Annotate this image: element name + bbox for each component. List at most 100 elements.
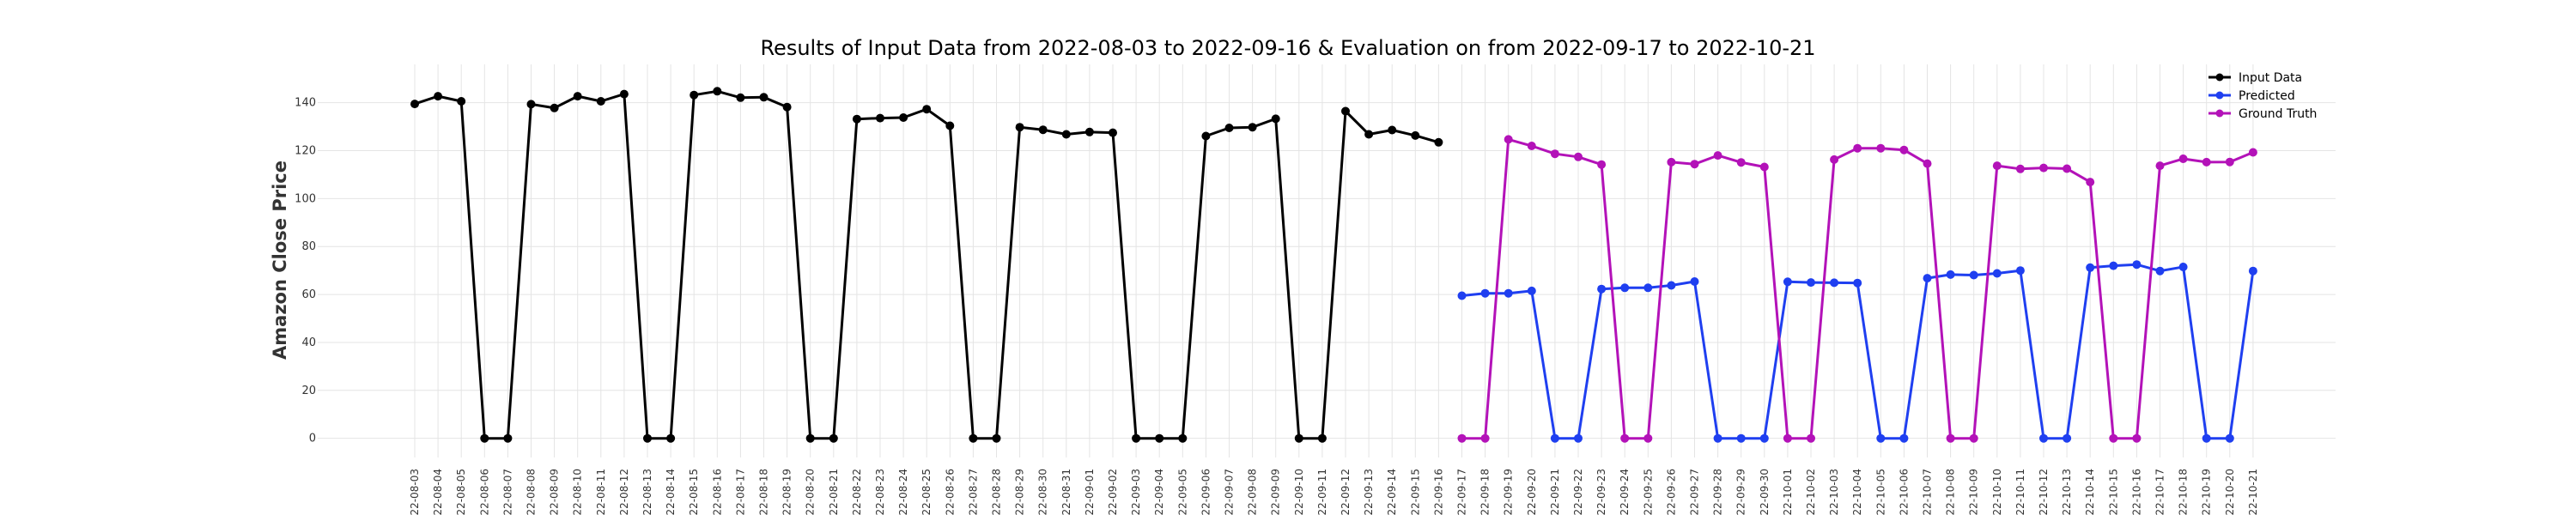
data-point-ground-truth — [1527, 142, 1536, 150]
data-point-input-data — [736, 93, 745, 102]
x-tick-label: 2022-10-19 — [2201, 469, 2213, 515]
data-point-ground-truth — [2202, 157, 2211, 167]
data-point-input-data — [1015, 123, 1024, 132]
legend: Input Data Predicted Ground Truth — [2208, 71, 2317, 121]
x-tick-label: 2022-08-15 — [688, 469, 700, 515]
data-point-input-data — [1271, 114, 1280, 124]
data-point-ground-truth — [1690, 160, 1699, 169]
x-tick-label: 2022-09-12 — [1340, 469, 1352, 515]
data-point-input-data — [1248, 123, 1257, 132]
y-axis-ticks: 0 20 40 60 80 100 120 140 — [295, 97, 316, 445]
data-point-input-data — [1132, 433, 1141, 443]
data-point-predicted — [1830, 278, 1839, 288]
data-point-predicted — [1597, 284, 1607, 294]
data-point-predicted — [1713, 433, 1722, 443]
x-tick-label: 2022-08-07 — [501, 469, 513, 515]
y-tick-label: 0 — [309, 433, 316, 445]
data-point-ground-truth — [1480, 433, 1490, 443]
data-point-input-data — [643, 433, 652, 443]
data-point-input-data — [434, 92, 443, 101]
x-tick-label: 2022-10-20 — [2224, 469, 2236, 515]
x-tick-label: 2022-08-19 — [781, 469, 793, 515]
x-tick-label: 2022-10-06 — [1898, 469, 1910, 515]
data-point-ground-truth — [2015, 164, 2025, 173]
data-point-input-data — [573, 92, 582, 101]
data-point-input-data — [945, 121, 955, 130]
x-tick-label: 2022-10-01 — [1782, 469, 1794, 515]
data-point-predicted — [1480, 288, 1490, 298]
data-point-ground-truth — [1946, 433, 1955, 443]
x-tick-label: 2022-09-01 — [1084, 469, 1096, 515]
data-point-ground-truth — [1853, 143, 1862, 153]
x-tick-label: 2022-10-05 — [1874, 469, 1886, 515]
x-tick-label: 2022-09-19 — [1503, 469, 1515, 515]
x-tick-label: 2022-10-03 — [1828, 469, 1840, 515]
data-point-predicted — [1667, 281, 1676, 290]
x-tick-label: 2022-08-14 — [665, 469, 677, 515]
data-point-predicted — [1643, 283, 1653, 293]
data-point-input-data — [596, 97, 605, 106]
x-tick-label: 2022-09-18 — [1479, 469, 1492, 515]
x-tick-label: 2022-10-02 — [1805, 469, 1817, 515]
data-point-predicted — [2063, 433, 2072, 443]
data-point-ground-truth — [1759, 162, 1769, 172]
x-tick-label: 2022-08-26 — [944, 469, 956, 515]
data-point-input-data — [1388, 125, 1397, 135]
data-point-predicted — [1759, 433, 1769, 443]
data-point-ground-truth — [1807, 433, 1815, 443]
x-tick-label: 2022-09-09 — [1270, 469, 1282, 515]
x-tick-label: 2022-09-17 — [1456, 469, 1468, 515]
data-point-input-data — [713, 87, 722, 96]
x-tick-label: 2022-10-16 — [2130, 469, 2142, 515]
data-point-predicted — [1783, 277, 1792, 287]
x-tick-label: 2022-09-07 — [1224, 469, 1236, 515]
x-tick-label: 2022-09-21 — [1549, 469, 1561, 515]
x-tick-label: 2022-10-17 — [2154, 469, 2166, 515]
x-tick-label: 2022-09-16 — [1432, 469, 1444, 515]
data-point-predicted — [1923, 274, 1932, 283]
data-point-predicted — [1946, 270, 1955, 279]
x-tick-label: 2022-10-15 — [2107, 469, 2119, 515]
y-axis-label: Amazon Close Price — [270, 161, 290, 360]
data-point-input-data — [410, 100, 419, 109]
data-point-input-data — [969, 433, 978, 443]
data-point-input-data — [1364, 130, 1374, 139]
data-point-predicted — [1550, 433, 1559, 443]
data-point-ground-truth — [1736, 158, 1746, 167]
x-tick-label: 2022-09-27 — [1689, 469, 1701, 515]
data-point-ground-truth — [1992, 161, 2002, 171]
data-point-input-data — [1084, 127, 1094, 136]
x-tick-label: 2022-10-11 — [2014, 469, 2026, 515]
x-tick-label: 2022-08-16 — [711, 469, 723, 515]
data-point-input-data — [480, 433, 489, 443]
x-tick-label: 2022-08-09 — [549, 469, 561, 515]
x-tick-label: 2022-08-11 — [595, 469, 607, 515]
x-tick-label: 2022-09-05 — [1176, 469, 1188, 515]
x-tick-label: 2022-08-25 — [920, 469, 933, 515]
data-point-ground-truth — [2132, 433, 2142, 443]
data-point-input-data — [1178, 433, 1188, 443]
data-point-predicted — [2109, 261, 2118, 270]
data-point-ground-truth — [1457, 433, 1467, 443]
legend-label-ground-truth: Ground Truth — [2239, 107, 2317, 121]
x-tick-label: 2022-10-09 — [1968, 469, 1980, 515]
x-tick-label: 2022-09-25 — [1642, 469, 1654, 515]
data-point-ground-truth — [1969, 433, 1978, 443]
grid — [318, 64, 2336, 457]
data-point-ground-truth — [1620, 433, 1630, 443]
x-tick-label: 2022-09-28 — [1712, 469, 1724, 515]
x-tick-label: 2022-09-13 — [1363, 469, 1375, 515]
x-tick-label: 2022-08-28 — [991, 469, 1003, 515]
data-point-predicted — [1574, 433, 1583, 443]
data-point-input-data — [457, 97, 466, 106]
data-point-ground-truth — [1667, 157, 1676, 167]
x-tick-label: 2022-09-20 — [1526, 469, 1538, 515]
data-point-ground-truth — [2109, 433, 2118, 443]
data-point-predicted — [2202, 433, 2211, 443]
data-point-predicted — [1736, 433, 1746, 443]
data-point-input-data — [1038, 125, 1048, 135]
x-tick-label: 2022-09-03 — [1130, 469, 1142, 515]
x-tick-label: 2022-08-06 — [478, 469, 490, 515]
x-tick-label: 2022-09-11 — [1316, 469, 1328, 515]
